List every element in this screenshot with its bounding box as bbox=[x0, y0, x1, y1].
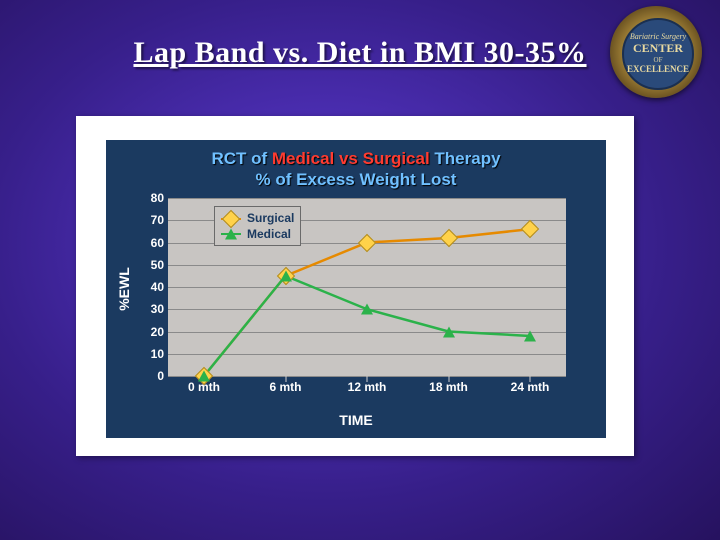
legend-label-medical: Medical bbox=[247, 227, 291, 243]
series-line-medical bbox=[204, 276, 530, 376]
marker-medical bbox=[361, 304, 373, 315]
y-tick-label: 50 bbox=[124, 258, 164, 272]
legend-swatch-surgical bbox=[221, 218, 241, 220]
chart-area: RCT of Medical vs Surgical Therapy % of … bbox=[106, 140, 606, 438]
y-tick-label: 20 bbox=[124, 325, 164, 339]
legend-item-medical: Medical bbox=[221, 227, 294, 243]
legend: Surgical Medical bbox=[214, 206, 301, 246]
x-tick-label: 0 mth bbox=[174, 380, 234, 394]
x-tick-label: 12 mth bbox=[337, 380, 397, 394]
y-tick-label: 0 bbox=[124, 369, 164, 383]
chart-title-1a: RCT of bbox=[211, 149, 271, 168]
y-tick-label: 80 bbox=[124, 191, 164, 205]
page-title: Lap Band vs. Diet in BMI 30-35% bbox=[0, 36, 720, 70]
chart-title-1c: Therapy bbox=[430, 149, 501, 168]
chart-panel: RCT of Medical vs Surgical Therapy % of … bbox=[76, 116, 634, 456]
marker-surgical bbox=[524, 223, 537, 236]
plot-region: Surgical Medical bbox=[168, 198, 566, 376]
y-tick-label: 40 bbox=[124, 280, 164, 294]
x-axis-label: TIME bbox=[106, 412, 606, 428]
x-tick-label: 6 mth bbox=[256, 380, 316, 394]
slide: Bariatric Surgery CENTER OF EXCELLENCE L… bbox=[0, 0, 720, 540]
y-tick-label: 70 bbox=[124, 213, 164, 227]
x-tick-label: 18 mth bbox=[419, 380, 479, 394]
chart-title-1b: Medical vs Surgical bbox=[272, 149, 430, 168]
y-tick-label: 60 bbox=[124, 236, 164, 250]
legend-item-surgical: Surgical bbox=[221, 211, 294, 227]
legend-label-surgical: Surgical bbox=[247, 211, 294, 227]
y-tick-label: 30 bbox=[124, 302, 164, 316]
legend-swatch-medical bbox=[221, 233, 241, 235]
marker-medical bbox=[443, 326, 455, 337]
y-tick-label: 10 bbox=[124, 347, 164, 361]
chart-title-2: % of Excess Weight Lost bbox=[256, 170, 457, 189]
marker-surgical bbox=[361, 236, 374, 249]
marker-medical bbox=[524, 330, 536, 341]
marker-medical bbox=[280, 270, 292, 281]
marker-surgical bbox=[442, 232, 455, 245]
chart-title: RCT of Medical vs Surgical Therapy % of … bbox=[106, 148, 606, 191]
x-tick-label: 24 mth bbox=[500, 380, 560, 394]
